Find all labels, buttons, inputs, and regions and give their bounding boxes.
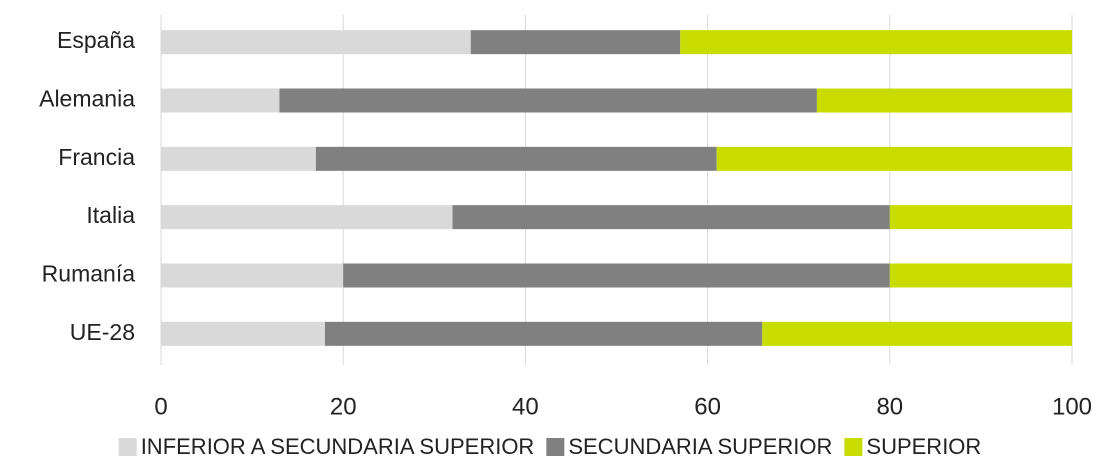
bar-segment [161, 263, 344, 288]
legend-swatch [844, 438, 863, 456]
bar-segment [816, 88, 1072, 113]
bar-segment [315, 146, 717, 171]
legend-label: SUPERIOR [866, 434, 981, 459]
bar-segment [324, 321, 763, 346]
bar-segment [680, 30, 1072, 55]
y-tick-label: Italia [86, 202, 135, 228]
y-tick-label: Alemania [39, 86, 135, 112]
legend-label: INFERIOR A SECUNDARIA SUPERIOR [141, 434, 535, 459]
bar-segment [343, 263, 890, 288]
bar-segment [161, 205, 453, 230]
y-tick-label: Rumanía [42, 261, 136, 287]
bar-segment [161, 321, 325, 346]
legend-swatch [118, 438, 137, 456]
bar-segment [716, 146, 1072, 171]
bar-segment [161, 30, 471, 55]
y-tick-label: UE-28 [70, 319, 135, 345]
bar-segment [889, 263, 1072, 288]
bar-segment [762, 321, 1072, 346]
bar-segment [279, 88, 817, 113]
bar-segment [161, 146, 316, 171]
y-tick-label: Francia [58, 144, 135, 170]
x-tick-label: 20 [330, 393, 357, 420]
x-tick-label: 60 [694, 393, 721, 420]
bar-segment [889, 205, 1072, 230]
x-tick-label: 0 [154, 393, 167, 420]
x-tick-label: 80 [876, 393, 903, 420]
bar-segment [161, 88, 280, 113]
bar-segment [470, 30, 681, 55]
x-tick-label: 40 [512, 393, 539, 420]
legend-swatch [546, 438, 565, 456]
legend-label: SECUNDARIA SUPERIOR [568, 434, 832, 459]
bar-segment [452, 205, 890, 230]
x-tick-label: 100 [1052, 393, 1092, 420]
y-tick-label: España [57, 27, 135, 53]
